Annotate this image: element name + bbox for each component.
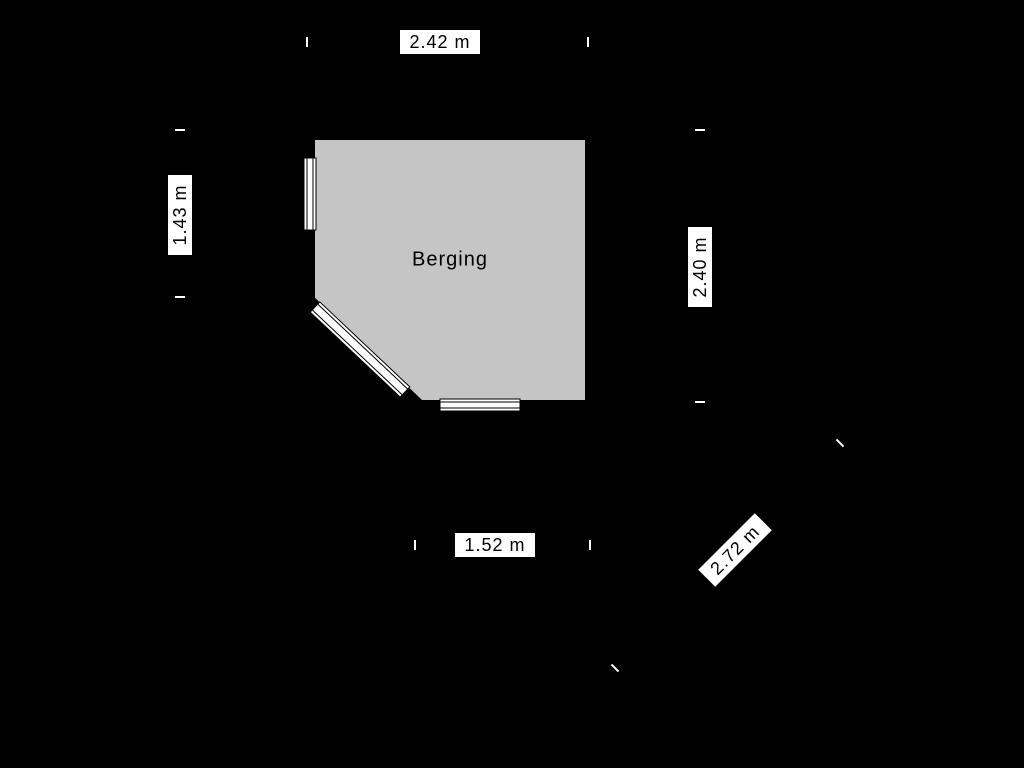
dimension-label-1: 1.43 m xyxy=(170,184,190,245)
dimension-label-0: 2.42 m xyxy=(409,32,470,52)
room-label: Berging xyxy=(412,248,488,270)
window-1 xyxy=(440,399,520,411)
dimension-label-3: 1.52 m xyxy=(464,535,525,555)
dimension-label-2: 2.40 m xyxy=(690,236,710,297)
window-0 xyxy=(304,158,316,230)
floorplan-svg: Berging2.42 m1.43 m2.40 m1.52 m2.72 m xyxy=(0,0,1024,768)
